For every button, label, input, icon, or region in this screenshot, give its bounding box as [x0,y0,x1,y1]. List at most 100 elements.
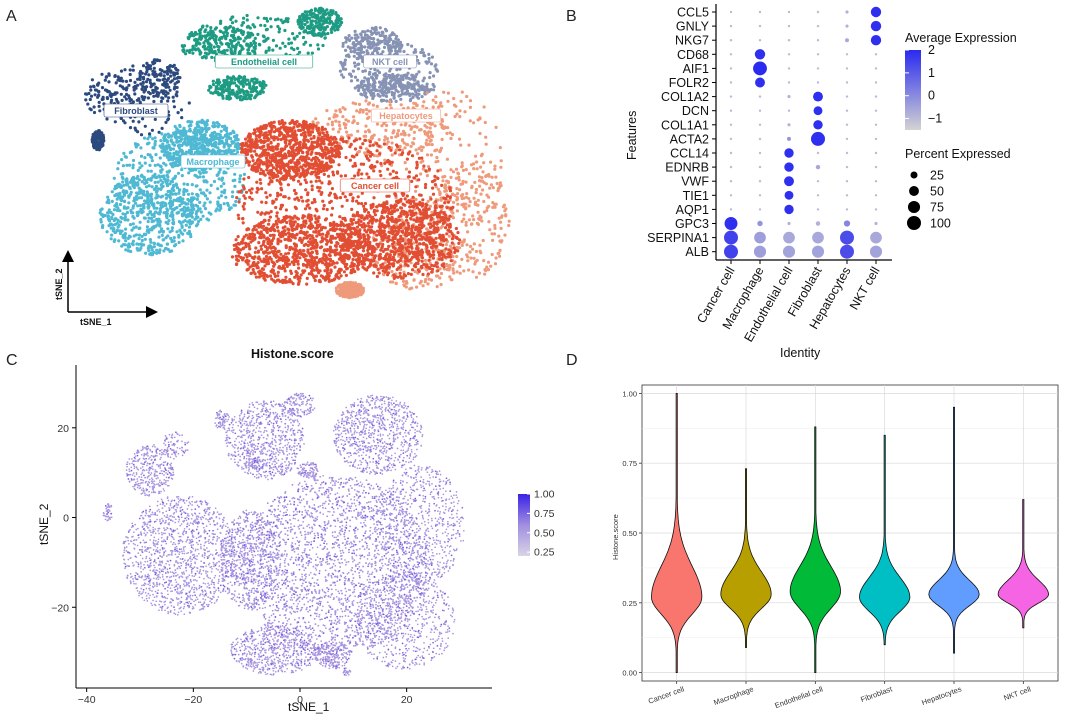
cell-point [241,84,245,88]
cell-point [472,218,476,222]
cell-point [209,212,213,216]
cell-point [156,242,160,247]
cell-point [435,68,439,72]
cell-point [162,83,167,87]
cell-point [349,133,353,137]
cell-point [159,165,163,169]
cell-point [231,190,235,194]
cell-point [314,21,318,25]
cell-point [395,68,399,72]
cell-point [379,98,384,102]
cell-point [458,115,462,119]
cell-point [464,206,468,210]
cell-point [146,169,150,173]
cell-point [458,271,462,275]
cell-point [191,51,195,55]
cell-point [361,110,365,114]
cell-point [298,50,302,54]
cell-point [181,220,185,224]
cell-point [356,129,360,133]
cell-point [438,104,442,108]
cell-point [216,187,220,191]
cell-point [494,202,498,206]
cell-point [151,137,155,141]
cell-point [465,243,469,247]
cell-point [126,244,130,248]
cell-point [264,49,268,53]
cell-point [391,31,395,35]
cell-point [507,219,511,223]
cell-point [120,229,124,233]
cell-point [190,48,194,52]
cell-point [198,136,203,141]
cell-point [146,206,151,210]
cell-point [179,231,183,235]
cell-point [116,167,120,171]
cell-point [277,30,281,34]
cell-point [434,100,438,105]
cell-point [343,126,348,130]
cell-point [167,219,171,223]
cell-point [208,37,212,41]
cell-point [124,79,129,83]
cell-point [399,97,403,101]
cell-point [323,9,327,13]
cell-point [303,22,307,27]
cell-point [370,26,374,30]
cell-point [493,223,497,228]
cell-point [379,263,383,267]
cell-point [119,92,123,96]
cell-point [471,247,475,251]
cell-point [286,251,291,255]
cell-point [128,72,132,77]
cell-point [367,109,371,113]
cell-point [99,217,103,222]
cell-point [153,180,157,184]
cell-point [447,234,451,238]
cell-point [357,149,361,154]
cell-point [142,136,147,140]
cell-point [198,200,202,204]
cell-point [414,197,418,202]
cell-point [403,133,407,137]
cell-point [234,238,238,242]
cell-point [188,138,192,142]
cell-point [445,267,449,272]
cell-point [366,39,370,43]
cell-point [164,93,168,97]
cell-point [162,134,166,139]
cell-point [123,155,127,159]
cell-point [143,88,147,92]
cell-point [180,148,184,152]
cell-point [137,242,141,246]
cell-point [359,32,363,36]
cell-point [113,74,117,78]
cell-point [183,141,187,145]
cell-point [417,146,421,151]
cell-point [263,24,267,28]
cell-point [468,99,473,103]
cell-point [395,34,399,39]
cell-point [97,81,101,85]
cell-point [391,39,396,44]
cell-point [438,191,442,196]
cell-point [400,139,405,143]
cell-point [357,102,362,106]
cell-point [276,270,280,274]
cell-point [218,135,222,139]
cell-point [189,208,193,212]
cell-point [408,99,412,103]
cell-point [169,80,173,84]
cell-point [347,289,351,293]
cell-point [125,206,129,210]
cell-point [146,219,150,224]
cell-point [472,256,476,260]
cell-point [412,82,416,87]
cell-point [171,95,175,99]
cell-point [479,192,483,196]
cell-point [424,60,428,64]
cell-point [466,230,470,234]
cell-point [177,240,181,245]
cell-point [211,79,215,83]
cell-point [131,166,135,170]
